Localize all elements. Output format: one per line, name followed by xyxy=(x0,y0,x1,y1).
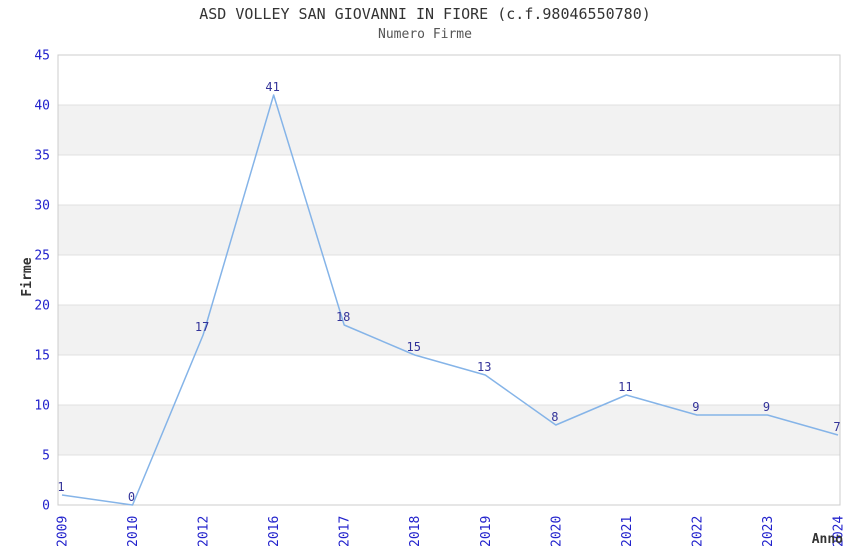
y-tick-label: 5 xyxy=(42,449,50,464)
plot-band xyxy=(58,405,840,455)
chart-title: ASD VOLLEY SAN GIOVANNI IN FIORE (c.f.98… xyxy=(199,5,651,23)
x-tick-label: 2021 xyxy=(620,516,635,547)
x-tick-label: 2022 xyxy=(690,516,705,547)
data-point-label: 0 xyxy=(128,490,135,504)
data-point-label: 9 xyxy=(692,400,699,414)
plot-band xyxy=(58,205,840,255)
data-point-label: 15 xyxy=(407,340,421,354)
y-tick-label: 0 xyxy=(42,499,50,514)
data-point-label: 1 xyxy=(57,480,64,494)
x-tick-label: 2024 xyxy=(832,516,847,547)
data-point-label: 7 xyxy=(833,420,840,434)
plot-border xyxy=(57,54,841,506)
data-point-label: 13 xyxy=(477,360,491,374)
x-tick-label: 2016 xyxy=(267,516,282,547)
chart-subtitle: Numero Firme xyxy=(378,27,472,42)
data-point-label: 8 xyxy=(551,410,558,424)
data-point-label: 9 xyxy=(763,400,770,414)
x-tick-label: 2018 xyxy=(408,516,423,547)
y-tick-label: 10 xyxy=(34,399,50,414)
data-line xyxy=(61,94,839,506)
data-point-label: 11 xyxy=(618,380,632,394)
data-point-label: 18 xyxy=(336,310,350,324)
x-tick-label: 2009 xyxy=(56,516,71,547)
y-tick-label: 40 xyxy=(34,99,50,114)
y-axis-title: Firme xyxy=(20,257,35,296)
data-point-label: 17 xyxy=(195,320,209,334)
plot-band xyxy=(58,305,840,355)
x-tick-label: 2023 xyxy=(761,516,776,547)
y-tick-label: 20 xyxy=(34,299,50,314)
y-tick-label: 45 xyxy=(34,49,50,64)
y-tick-label: 35 xyxy=(34,149,50,164)
data-point-label: 41 xyxy=(265,80,279,94)
y-tick-label: 30 xyxy=(34,199,50,214)
x-tick-label: 2017 xyxy=(338,516,353,547)
y-tick-label: 25 xyxy=(34,249,50,264)
x-tick-label: 2010 xyxy=(126,516,141,547)
x-tick-label: 2019 xyxy=(479,516,494,547)
x-axis-title: Anno xyxy=(812,532,843,547)
plot-band xyxy=(58,105,840,155)
x-tick-label: 2012 xyxy=(197,516,212,547)
x-tick-label: 2020 xyxy=(549,516,564,547)
y-tick-label: 15 xyxy=(34,349,50,364)
